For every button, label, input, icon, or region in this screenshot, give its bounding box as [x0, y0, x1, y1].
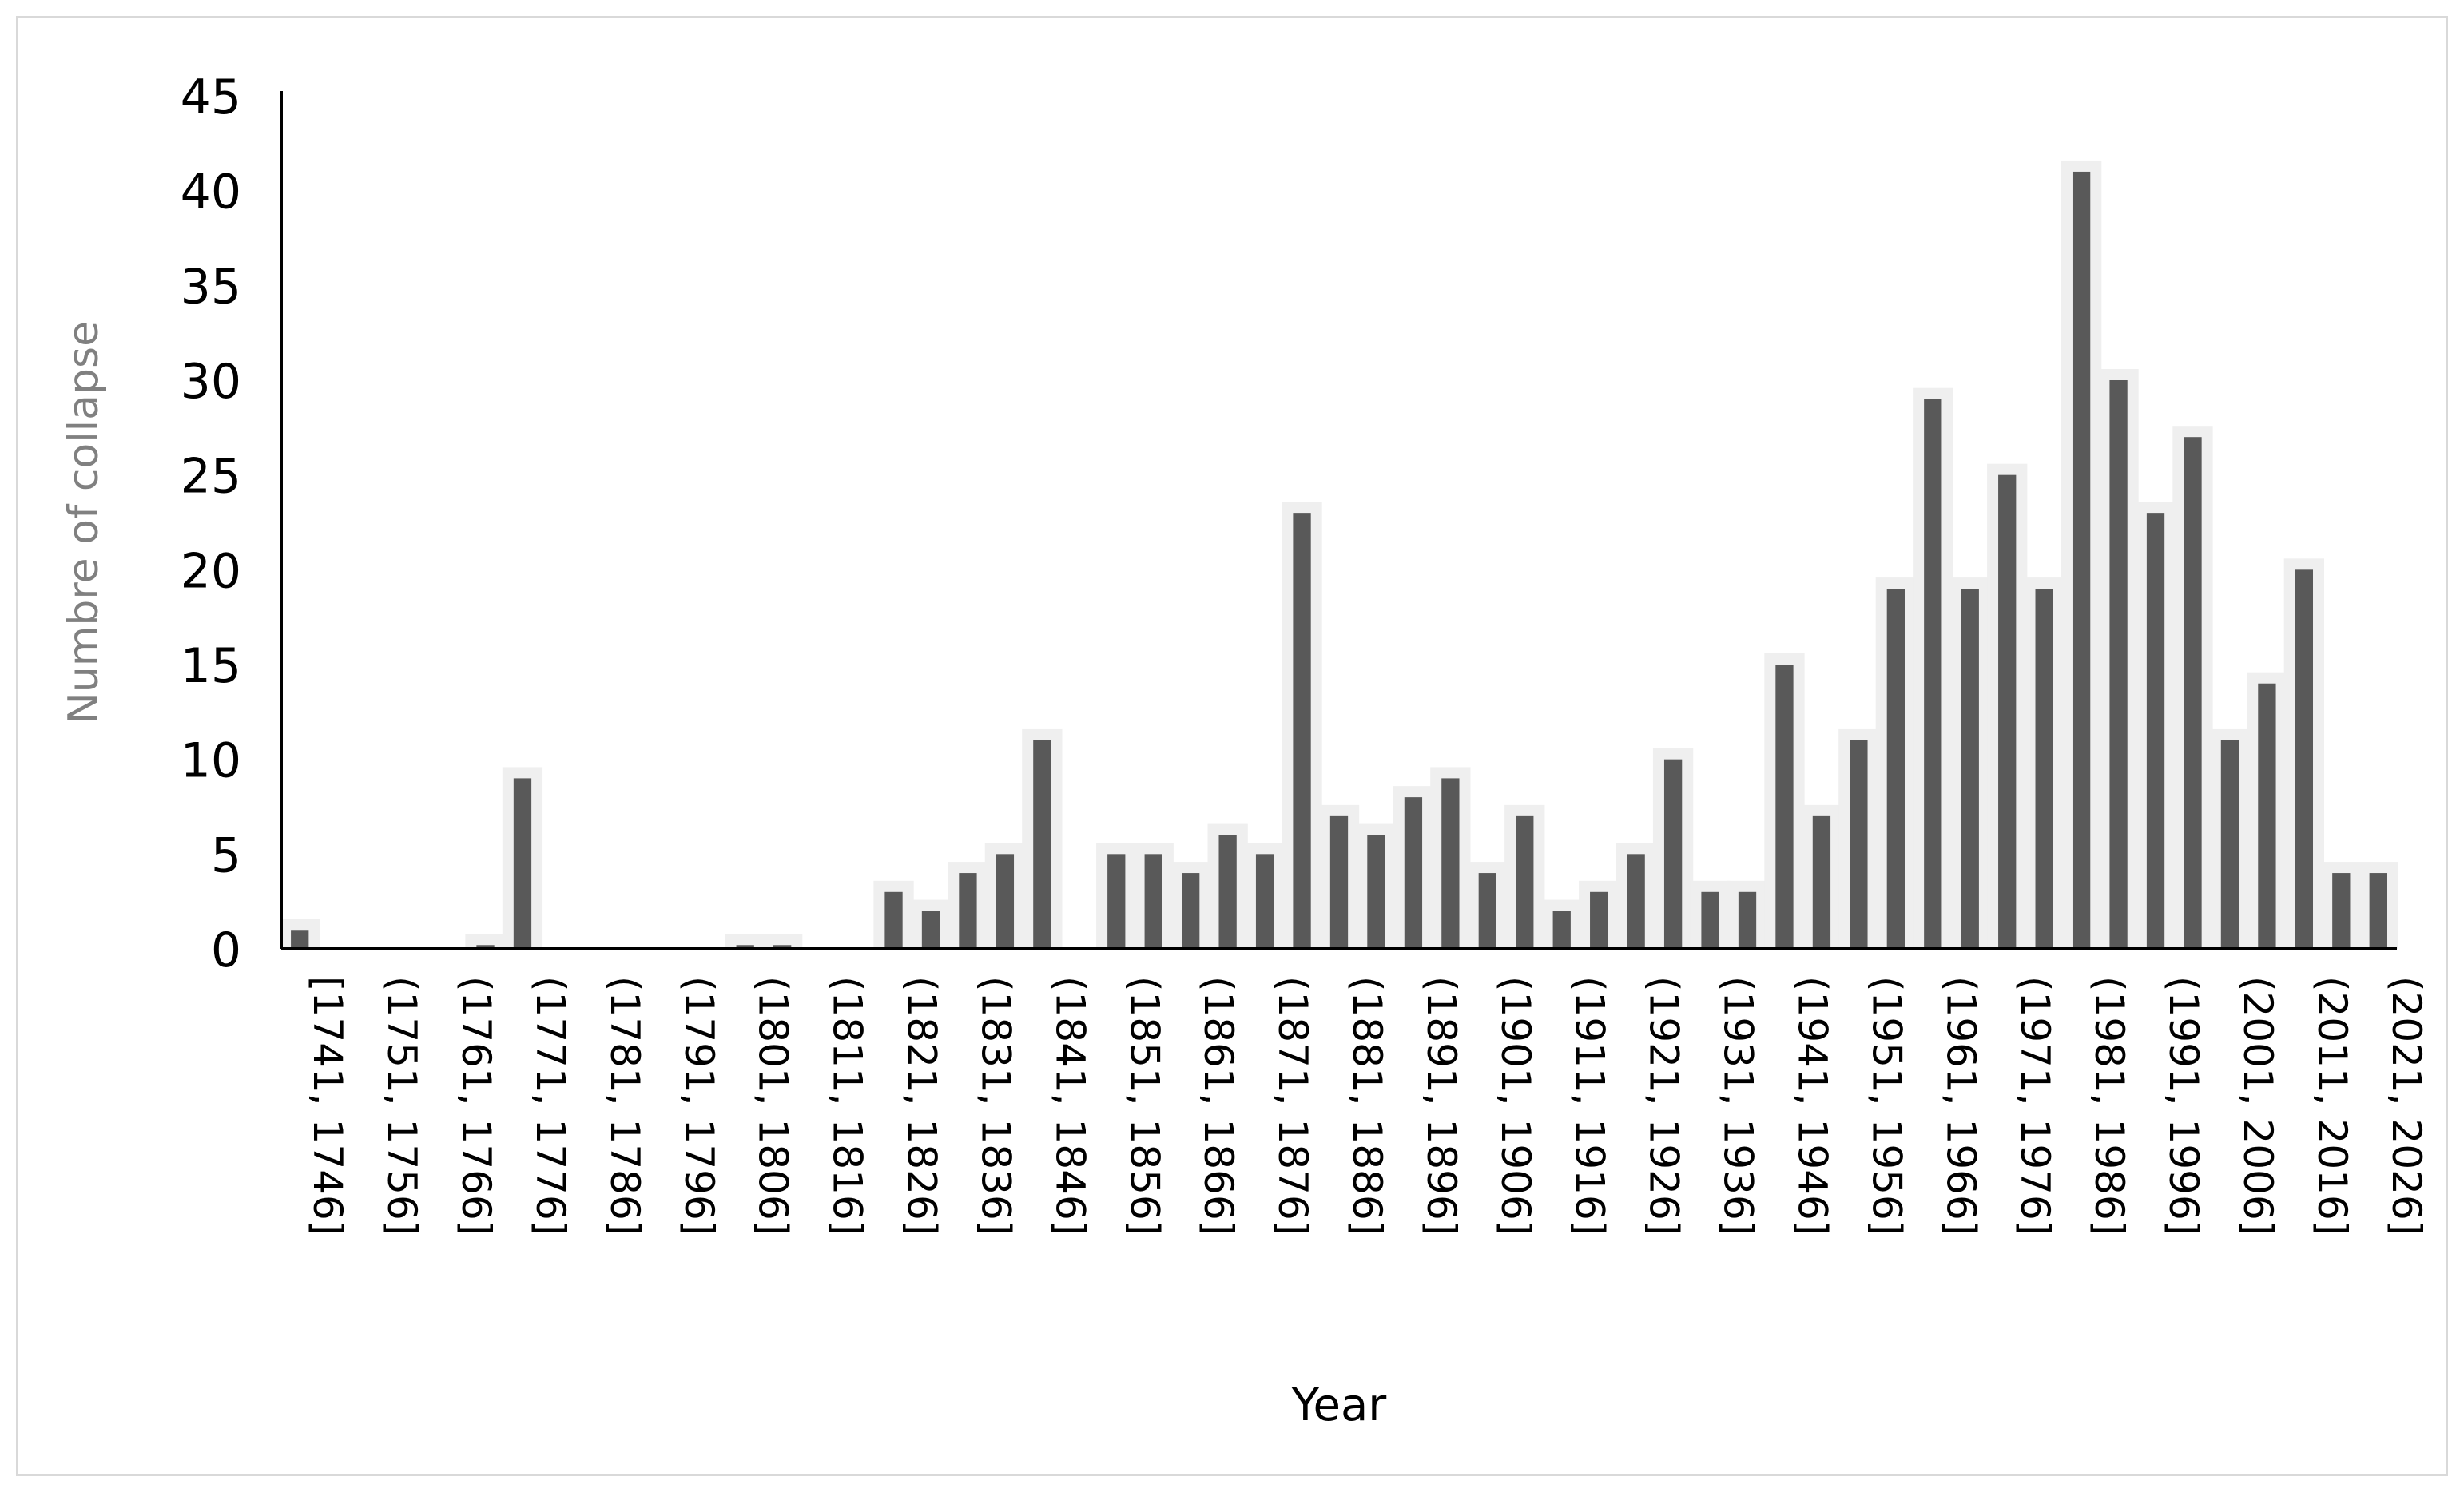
bar — [773, 945, 792, 949]
bar — [1701, 891, 1719, 949]
x-tick-label: (1891, 1896] — [1418, 976, 1464, 1236]
x-tick-label: (1841, 1846] — [1047, 976, 1093, 1236]
y-tick-label: 0 — [211, 923, 241, 978]
x-tick-label: (1801, 1806] — [750, 976, 797, 1236]
bar — [1627, 854, 1645, 949]
bar — [2184, 437, 2202, 949]
bar — [513, 778, 532, 949]
x-tick-label: (1821, 1826] — [899, 976, 945, 1236]
x-tick-label: (1851, 1856] — [1121, 976, 1167, 1236]
bar — [2035, 589, 2053, 949]
x-tick-label: (1791, 1796] — [676, 976, 722, 1236]
bar — [1218, 835, 1237, 949]
bar — [2369, 873, 2387, 949]
bar — [1552, 911, 1571, 949]
bar-shadow — [762, 934, 803, 949]
bar — [1812, 815, 1831, 949]
bar — [1293, 513, 1311, 949]
x-tick-label: (1931, 1936] — [1715, 976, 1762, 1236]
bar — [2146, 513, 2165, 949]
bar — [1924, 399, 1942, 949]
bar — [2109, 380, 2128, 949]
bar — [2332, 873, 2351, 949]
bar — [291, 930, 309, 949]
bar — [1441, 778, 1460, 949]
x-tick-label: (2011, 2016] — [2309, 976, 2355, 1236]
x-axis-title: Year — [1291, 1379, 1388, 1431]
x-tick-label: (1781, 1786] — [602, 976, 648, 1236]
x-tick-label: (2001, 2006] — [2235, 976, 2281, 1236]
bar-shadow — [725, 934, 765, 949]
bar — [1738, 891, 1757, 949]
y-tick-label: 35 — [181, 259, 241, 315]
bar — [1478, 873, 1496, 949]
bar — [1590, 891, 1608, 949]
x-tick-label: (1961, 1966] — [1937, 976, 1984, 1236]
y-tick-labels: 0 5 10 15 20 25 30 35 40 45 — [181, 69, 241, 978]
bar — [736, 945, 754, 949]
bar — [1329, 815, 1349, 949]
bar — [1255, 854, 1274, 949]
bar — [2258, 683, 2276, 949]
bar — [1144, 854, 1162, 949]
x-tick-label: (1771, 1776] — [527, 976, 574, 1236]
bar — [476, 945, 495, 949]
x-tick-labels: [1741, 1746] (1751, 1756] (1761, 1766] (177… — [304, 976, 2430, 1236]
bar — [1663, 759, 1683, 949]
bar — [996, 854, 1015, 949]
x-tick-label: (1871, 1876] — [1270, 976, 1316, 1236]
bar — [1107, 854, 1126, 949]
x-tick-label: (1991, 1996] — [2160, 976, 2207, 1236]
bar — [1182, 873, 1200, 949]
y-tick-label: 20 — [181, 543, 241, 599]
bar-layer — [291, 171, 2387, 949]
bar — [884, 891, 903, 949]
x-tick-label: (1951, 1956] — [1863, 976, 1910, 1236]
bar — [2072, 171, 2091, 949]
y-tick-label: 5 — [211, 827, 241, 883]
x-tick-label: (1911, 1916] — [1567, 976, 1613, 1236]
bar — [1850, 740, 1868, 949]
bar — [1516, 815, 1534, 949]
x-tick-label: (1811, 1816] — [825, 976, 871, 1236]
bar — [959, 873, 977, 949]
bar — [1367, 835, 1385, 949]
x-tick-label: (1831, 1836] — [972, 976, 1019, 1236]
y-axis-title: Numbre of collapse — [60, 321, 108, 724]
x-tick-label: (2021, 2026] — [2383, 976, 2430, 1236]
bar — [1961, 589, 1979, 949]
x-tick-label: (1751, 1756] — [379, 976, 425, 1236]
bar — [2220, 740, 2239, 949]
y-tick-label: 10 — [181, 733, 241, 789]
y-tick-label: 25 — [181, 449, 241, 505]
bar — [1775, 665, 1794, 949]
bar — [1886, 589, 1905, 949]
x-tick-label: (1971, 1976] — [2012, 976, 2058, 1236]
y-tick-label: 45 — [181, 69, 241, 125]
y-tick-label: 30 — [181, 354, 241, 410]
y-tick-label: 40 — [181, 165, 241, 220]
bar — [1998, 474, 2017, 949]
x-tick-label: [1741, 1746] — [304, 976, 351, 1236]
bar — [1404, 797, 1423, 949]
x-tick-label: (1761, 1766] — [453, 976, 499, 1236]
x-tick-label: (1981, 1986] — [2086, 976, 2132, 1236]
y-tick-label: 15 — [181, 638, 241, 694]
bar-shadow — [465, 934, 506, 949]
bar — [921, 911, 940, 949]
x-tick-label: (1881, 1886] — [1344, 976, 1390, 1236]
bar — [1033, 740, 1051, 949]
bar — [2295, 569, 2314, 949]
x-tick-label: (1941, 1946] — [1789, 976, 1835, 1236]
x-tick-label: (1921, 1926] — [1641, 976, 1687, 1236]
x-tick-label: (1861, 1866] — [1195, 976, 1242, 1236]
x-tick-label: (1901, 1906] — [1492, 976, 1539, 1236]
